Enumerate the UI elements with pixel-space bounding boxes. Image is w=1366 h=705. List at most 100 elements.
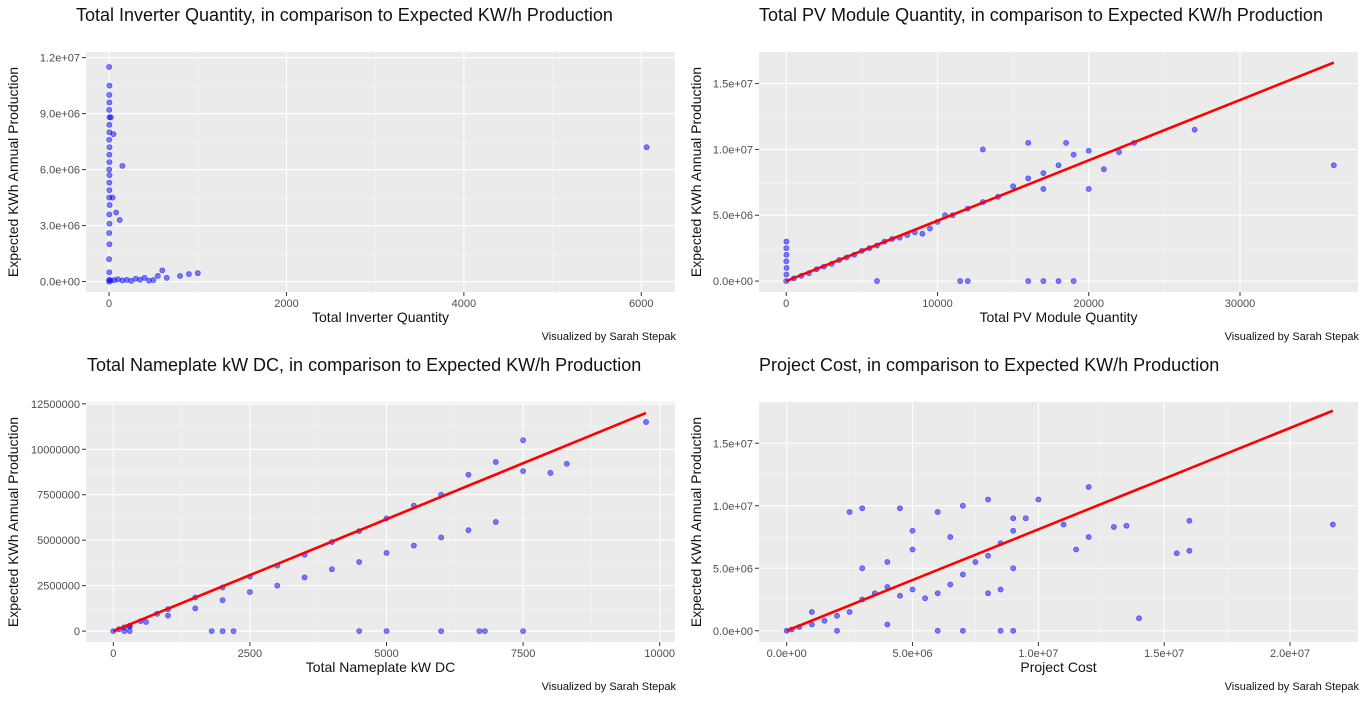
data-point [410,542,417,549]
data-point [927,225,933,232]
data-point [947,534,954,540]
chart-panel-project-cost: Project Cost, in comparison to Expected … [683,350,1366,700]
data-point [897,505,903,512]
data-point [119,162,126,169]
data-point [1085,484,1092,490]
data-point [194,270,201,277]
data-point [821,617,828,624]
data-point [859,505,866,512]
data-point [909,586,916,593]
data-point [106,211,113,218]
y-tick-label: 0.0e+00 [713,276,753,288]
chart-panel-inverter: Total Inverter Quantity, in comparison t… [0,0,683,350]
data-point [492,519,499,525]
data-point [106,144,113,151]
data-point [520,628,527,634]
data-point [481,628,488,634]
y-tick-label: 6.0e+06 [40,165,80,177]
data-point [126,628,133,634]
data-point [1040,278,1047,284]
data-point [465,471,472,478]
data-point [547,470,554,476]
y-tick-label: 1.5e+07 [713,79,753,91]
y-tick-label: 10000000 [31,444,80,456]
y-tick-label: 1.0e+07 [713,501,753,513]
data-point [106,136,113,143]
data-point [154,273,161,279]
y-tick-label: 1.5e+07 [713,438,753,450]
y-tick-label: 7500000 [37,490,80,502]
data-point [192,605,199,612]
x-tick-label: 20000 [1073,298,1104,310]
data-point [979,146,986,153]
data-point [1100,166,1107,173]
data-point [106,220,113,227]
data-point [109,194,116,201]
data-point [438,628,445,634]
data-point [106,179,113,186]
x-tick-label: 10000 [922,298,953,310]
x-tick-label: 1.0e+07 [1018,648,1058,660]
data-point [1060,521,1067,528]
x-tick-label: 30000 [1225,298,1256,310]
data-point [1010,183,1017,190]
data-point [897,592,903,599]
x-tick-label: 2000 [274,298,298,310]
data-point [116,217,123,223]
data-point [643,419,649,425]
data-point [219,597,226,604]
data-point [834,627,840,634]
x-axis-label: Total Inverter Quantity [312,309,449,325]
data-point [106,151,113,158]
data-point [106,92,113,98]
regression-line [786,409,1334,632]
data-point [964,278,971,284]
chart-title: Project Cost, in comparison to Expected … [759,355,1220,375]
data-point [1010,565,1017,572]
x-tick-label: 1.5e+07 [1144,648,1184,660]
data-point [1070,151,1077,158]
data-point [106,187,113,194]
data-point [846,609,853,615]
chart-title: Total Nameplate kW DC, in comparison to … [87,355,642,375]
data-point [846,509,853,515]
y-tick-label: 0 [74,626,80,638]
x-tick-label: 0 [783,298,789,310]
y-tick-label: 5.0e+06 [713,563,753,575]
data-point [1070,278,1077,284]
data-point [859,565,866,572]
data-point [476,628,483,634]
data-point [1186,547,1193,554]
y-tick-label: 3.0e+06 [40,221,80,233]
data-point [783,245,790,252]
data-point [1022,515,1029,522]
data-point [1329,521,1336,528]
data-point [884,621,891,628]
y-axis-label: Expected KWh Annual Production [688,67,704,277]
y-axis-label: Expected KWh Annual Production [688,417,704,627]
data-point [150,277,157,283]
x-tick-label: 0.0e+00 [767,648,807,660]
y-tick-label: 1.0e+07 [713,144,753,156]
data-point [808,609,815,615]
data-point [165,612,171,619]
data-point [106,256,113,263]
data-point [1010,627,1017,634]
data-point [106,241,113,248]
data-point [106,230,113,236]
data-point [1010,527,1017,534]
x-axis-label: Total Nameplate kW DC [306,659,455,675]
data-point [959,502,966,509]
data-point [185,271,192,277]
data-point [957,278,964,284]
data-point [141,274,148,281]
data-point [1063,139,1069,146]
data-point [934,590,941,597]
data-point [985,496,991,503]
data-point [383,628,390,634]
data-point [1040,170,1047,177]
data-point [783,238,790,245]
data-point [106,121,113,128]
data-point [492,459,499,465]
data-point [106,202,113,208]
